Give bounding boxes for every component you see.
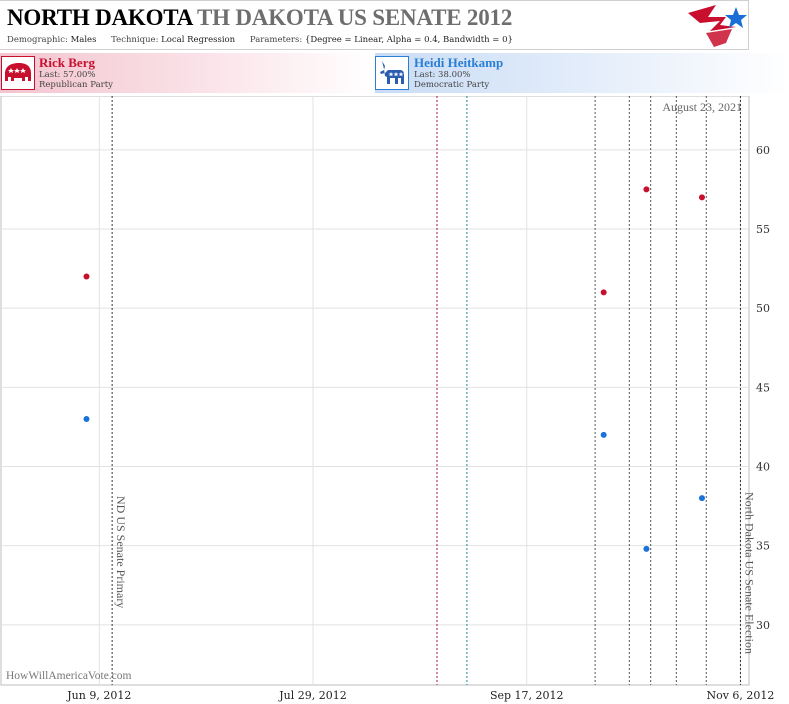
- demographic-label: Demographic:: [7, 35, 68, 45]
- data-point: [600, 289, 607, 296]
- credit-text: HowWillAmericaVote.com: [6, 670, 132, 682]
- x-tick-label: Nov 6, 2012: [706, 689, 774, 702]
- parameters-value: {Degree = Linear, Alpha = 0.4, Bandwidth…: [304, 35, 513, 45]
- data-point: [698, 495, 705, 502]
- title-state: NORTH DAKOTA: [7, 5, 192, 30]
- site-logo-icon: [688, 5, 747, 47]
- elephant-icon: [1, 56, 35, 90]
- technique-value: Local Regression: [161, 35, 236, 45]
- technique-label: Technique:: [111, 35, 159, 45]
- poll-chart: ND US Senate Primary North Dakota US Sena…: [0, 96, 774, 702]
- x-tick-label: Sep 17, 2012: [490, 689, 564, 702]
- demographic-value: Males: [70, 35, 97, 45]
- y-tick-label: 60: [756, 144, 770, 157]
- data-point: [600, 431, 607, 438]
- candidate-party: Democratic Party: [414, 80, 490, 90]
- header: NORTH DAKOTA TH DAKOTA US SENATE 2012 De…: [0, 0, 749, 50]
- candidate-panel-democratic: Heidi Heitkamp Last: 38.00% Democratic P…: [375, 53, 789, 93]
- data-point: [83, 273, 90, 280]
- parameters-label: Parameters:: [249, 35, 303, 45]
- date-stamp: August 23, 2021: [662, 100, 742, 114]
- data-point: [643, 186, 650, 193]
- candidate-party: Republican Party: [39, 80, 113, 90]
- event-label: North Dakota US Senate Election: [742, 492, 756, 654]
- data-point: [698, 194, 705, 201]
- event-label: ND US Senate Primary: [114, 496, 128, 608]
- candidate-last: Last: 38.00%: [414, 70, 471, 80]
- title-race: TH DAKOTA US SENATE 2012: [197, 5, 513, 30]
- plot-frame: [0, 96, 750, 686]
- donkey-icon: [375, 56, 409, 90]
- parameters-line: Demographic: Males Technique: Local Regr…: [7, 35, 513, 45]
- y-tick-label: 55: [756, 223, 770, 236]
- candidate-name: Rick Berg: [39, 55, 95, 70]
- y-tick-label: 35: [756, 540, 770, 553]
- y-tick-label: 40: [756, 461, 770, 474]
- page-title: NORTH DAKOTA TH DAKOTA US SENATE 2012: [7, 5, 512, 31]
- data-point: [643, 545, 650, 552]
- y-tick-label: 30: [756, 619, 770, 632]
- y-tick-label: 50: [756, 302, 770, 315]
- candidate-last: Last: 57.00%: [39, 70, 96, 80]
- y-tick-label: 45: [756, 381, 770, 394]
- x-tick-label: Jun 9, 2012: [66, 689, 131, 702]
- data-point: [83, 416, 90, 422]
- candidate-panel-republican: Rick Berg Last: 57.00% Republican Party: [0, 53, 375, 93]
- x-tick-label: Jul 29, 2012: [278, 689, 347, 702]
- candidate-name: Heidi Heitkamp: [414, 55, 504, 70]
